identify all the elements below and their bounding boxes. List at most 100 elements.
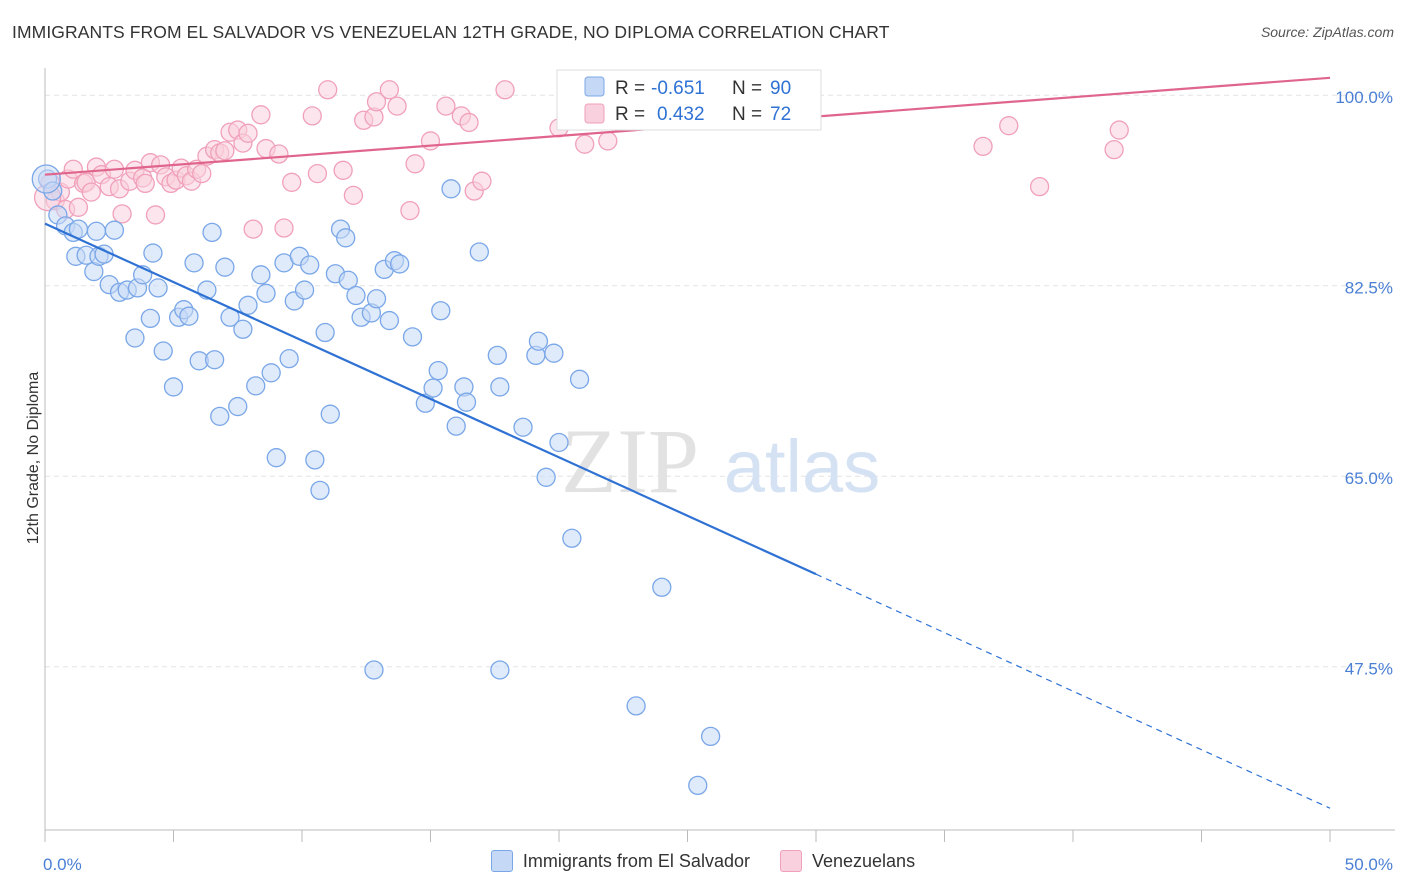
el-salvador-point — [179, 306, 199, 326]
el-salvador-point — [364, 660, 384, 680]
el-salvador-point — [228, 396, 248, 417]
legend-swatch-venezuelans — [584, 103, 605, 124]
venezuelans-point — [302, 106, 322, 126]
legend-label-venezuelans: Venezuelans — [811, 850, 916, 871]
venezuelans-point — [282, 172, 302, 192]
el-salvador-point — [544, 343, 564, 363]
stats-n-value-1: 90 — [770, 78, 791, 99]
venezuelans-point — [598, 131, 618, 151]
venezuelans-point — [145, 205, 166, 225]
el-salvador-point — [456, 392, 477, 412]
el-salvador-point — [300, 255, 320, 275]
y-tick-label: 100.0% — [1335, 88, 1393, 107]
el-salvador-point — [626, 696, 646, 716]
el-salvador-point — [310, 480, 330, 501]
el-salvador-point — [366, 289, 387, 309]
venezuelans-point — [333, 160, 353, 180]
venezuelans-point — [495, 80, 515, 100]
venezuelans-point — [472, 171, 492, 191]
el-salvador-point — [125, 328, 145, 348]
y-tick-label: 65.0% — [1345, 469, 1393, 488]
el-salvador-point — [153, 341, 173, 361]
venezuelans-point — [81, 182, 101, 202]
el-salvador-point — [346, 285, 366, 306]
el-salvador-trend-extension — [815, 573, 1331, 809]
el-salvador-point — [490, 660, 510, 680]
venezuelans-point — [68, 197, 89, 217]
el-salvador-point — [423, 378, 443, 398]
el-salvador-point — [251, 265, 271, 285]
el-salvador-point — [202, 222, 222, 243]
el-salvador-point — [402, 327, 423, 347]
venezuelans-point — [405, 154, 425, 174]
el-salvador-point — [215, 257, 235, 277]
el-salvador-point — [163, 377, 184, 397]
venezuelans-point — [366, 92, 387, 112]
el-salvador-point — [204, 350, 225, 370]
el-salvador-point — [104, 220, 125, 240]
stats-r-label-1: R = — [615, 78, 645, 99]
el-salvador-point — [428, 360, 448, 381]
stats-n-label-1: N = — [732, 78, 762, 99]
source-credit: Source: ZipAtlas.com — [1260, 24, 1394, 40]
venezuelans-point — [973, 136, 993, 157]
stats-r-value-2: 0.432 — [657, 104, 705, 125]
venezuelans-point — [318, 80, 338, 100]
watermark-zip: ZIP — [561, 410, 699, 512]
venezuelans-point — [459, 112, 479, 133]
el-salvador-point — [700, 726, 721, 747]
el-salvador-point — [305, 450, 325, 470]
el-salvador-point — [210, 406, 230, 426]
legend-swatch-el-salvador — [584, 76, 605, 97]
venezuelans-point — [420, 131, 441, 151]
el-salvador-trend-line — [44, 222, 817, 576]
venezuelans-point — [307, 163, 328, 184]
el-salvador-point — [294, 280, 315, 300]
el-salvador-point — [379, 310, 400, 331]
y-axis-title: 12th Grade, No Diploma — [25, 372, 42, 545]
el-salvador-point — [148, 278, 168, 298]
el-salvador-point — [441, 179, 461, 199]
el-salvador-point — [446, 416, 466, 436]
legend-swatch-el-salvador — [490, 850, 513, 872]
legend-item-el-salvador[interactable]: Immigrants from El Salvador — [490, 850, 750, 872]
el-salvador-point — [469, 242, 489, 262]
x-tick-label-right: 50.0% — [1345, 855, 1393, 874]
el-salvador-point — [562, 528, 582, 548]
stats-r-label-2: R = — [615, 104, 645, 125]
venezuelans-point — [1109, 120, 1129, 140]
el-salvador-point — [536, 467, 556, 487]
el-salvador-point — [266, 448, 286, 468]
legend-swatch-venezuelans — [779, 850, 802, 872]
el-salvador-point — [320, 404, 340, 424]
el-salvador-point — [315, 322, 335, 343]
legend-item-venezuelans[interactable]: Venezuelans — [779, 850, 916, 872]
venezuelans-point — [112, 204, 132, 224]
stats-n-label-2: N = — [732, 104, 762, 125]
el-salvador-point — [431, 301, 451, 321]
watermark: ZIP atlas — [561, 410, 880, 512]
el-salvador-point — [261, 363, 281, 383]
venezuelans-point — [238, 123, 258, 143]
el-salvador-point — [487, 345, 507, 366]
venezuelans-point — [436, 96, 456, 116]
el-salvador-point — [140, 308, 161, 329]
venezuelans-point — [192, 163, 212, 184]
venezuelans-point — [274, 218, 294, 238]
axes — [44, 68, 1395, 842]
el-salvador-point — [338, 270, 358, 290]
el-salvador-point — [652, 577, 672, 597]
el-salvador-point — [688, 775, 708, 796]
el-salvador-point — [279, 348, 299, 369]
venezuelans-point — [343, 185, 364, 206]
venezuelans-point — [575, 134, 595, 154]
stats-legend: R = -0.651 N = 90 R = 0.432 N = 72 — [556, 69, 822, 131]
venezuelans-point — [135, 173, 155, 194]
venezuelans-point — [1104, 139, 1124, 160]
y-tick-label: 47.5% — [1345, 660, 1393, 679]
stats-r-value-1: -0.651 — [651, 78, 705, 99]
watermark-atlas: atlas — [724, 425, 880, 508]
y-tick-label: 82.5% — [1345, 279, 1393, 298]
venezuelans-point — [251, 105, 271, 125]
